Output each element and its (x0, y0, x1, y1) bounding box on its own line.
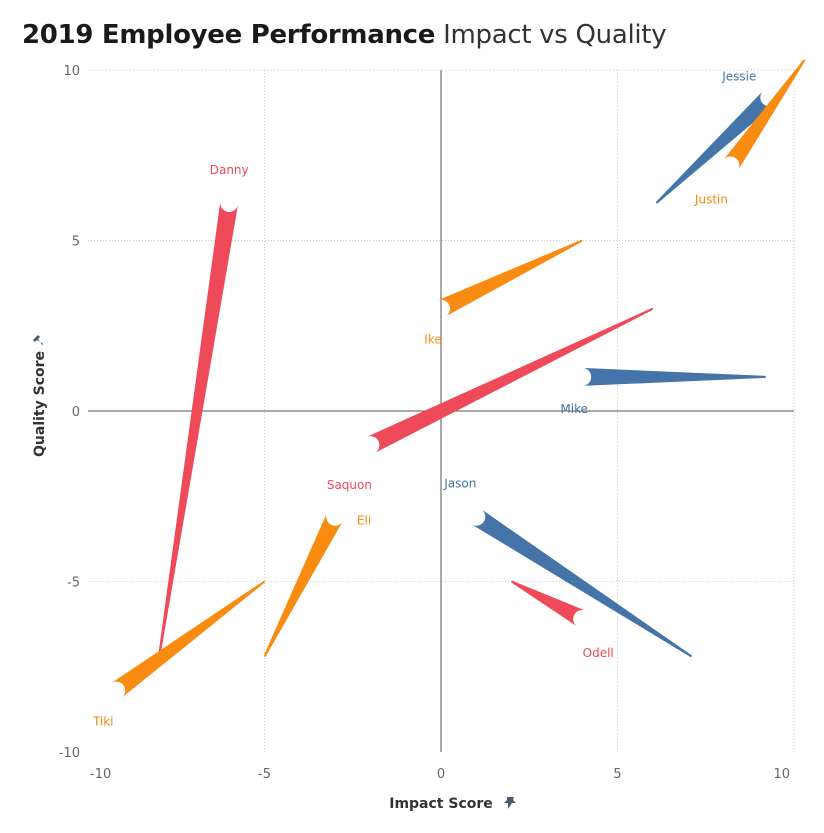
comet-saquon[interactable] (366, 307, 654, 454)
y-tick-label: 0 (72, 405, 80, 420)
x-tick-label: 0 (437, 767, 445, 782)
grid-lines (88, 69, 795, 752)
label-odell: Odell (583, 646, 614, 660)
label-tiki: Tiki (92, 715, 114, 729)
label-ike: Ike (424, 333, 441, 347)
x-tick-label: 5 (613, 767, 621, 782)
comet-jason[interactable] (471, 509, 693, 658)
x-axis-title-group: Impact Score (389, 796, 516, 812)
y-axis-title-group: Quality Score (32, 335, 48, 457)
label-saquon: Saquon (327, 478, 372, 492)
label-mike: Mike (560, 402, 588, 416)
comet-odell[interactable] (511, 580, 587, 627)
comet-justin[interactable] (723, 59, 806, 171)
y-axis-title: Quality Score (32, 351, 48, 457)
x-tick-label: -10 (90, 767, 111, 782)
y-axis-ticks: 10 5 0 -5 -10 (59, 64, 80, 761)
x-tick-label: -5 (258, 767, 271, 782)
pin-icon[interactable] (33, 335, 43, 345)
comet-tiki[interactable] (110, 580, 266, 698)
label-justin: Justin (694, 192, 728, 206)
label-jessie: Jessie (721, 69, 756, 83)
x-tick-label: 10 (773, 767, 790, 782)
y-tick-label: -5 (67, 576, 80, 591)
y-tick-label: 5 (72, 235, 80, 250)
pin-icon[interactable] (504, 797, 516, 809)
y-tick-label: 10 (63, 64, 80, 79)
label-jason: Jason (443, 477, 476, 491)
chart-title: 2019 Employee Performance Impact vs Qual… (22, 20, 667, 50)
comet-ike[interactable] (437, 239, 583, 317)
comet-jessie[interactable] (655, 90, 776, 204)
chart-title-light: Impact vs Quality (443, 20, 667, 50)
employee-comets (110, 59, 806, 698)
employee-labels: Jessie Justin Danny Ike Mike Saquon Eli Jason Od… (92, 69, 756, 728)
x-axis-ticks: -10 -5 0 5 10 (90, 767, 790, 782)
label-danny: Danny (210, 163, 249, 177)
y-tick-label: -10 (59, 746, 80, 761)
comet-mike[interactable] (582, 367, 766, 386)
label-eli: Eli (357, 514, 371, 528)
comet-danny[interactable] (157, 201, 239, 661)
x-axis-title: Impact Score (389, 796, 493, 812)
chart-title-bold: 2019 Employee Performance (22, 20, 436, 50)
comet-eli[interactable] (263, 512, 344, 657)
